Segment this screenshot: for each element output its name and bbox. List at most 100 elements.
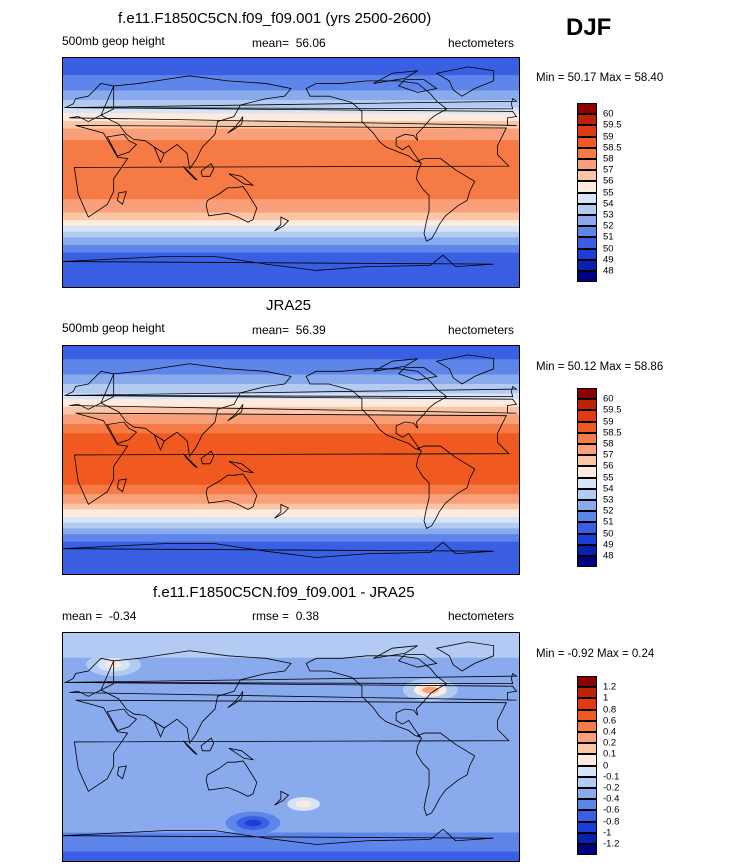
coastline (106, 708, 138, 732)
field-band (63, 633, 519, 636)
field-band (63, 162, 519, 166)
field-band (63, 545, 519, 548)
field-band (63, 130, 519, 134)
colorbar-swatch (577, 455, 597, 467)
field-band (63, 682, 519, 685)
field-band (63, 239, 519, 242)
field-band (63, 229, 519, 233)
colorbar-tick-label: -1 (603, 827, 612, 839)
coastline (205, 186, 258, 223)
coastline (64, 98, 518, 110)
coastline (64, 385, 518, 398)
field-band (63, 558, 519, 562)
field-band (63, 534, 519, 537)
field-band (63, 435, 519, 438)
field-band (63, 122, 519, 126)
field-band (63, 246, 519, 250)
field-band (63, 140, 519, 143)
field-band (63, 178, 519, 181)
field-band (63, 397, 519, 400)
field-band (63, 357, 519, 360)
field-band (63, 418, 519, 421)
field-band (63, 505, 519, 509)
colorbar-tick-label: 58.5 (603, 427, 622, 439)
field-band (63, 423, 519, 427)
colorbar-swatch (577, 136, 597, 148)
field-band (63, 539, 519, 543)
panel-1-units: hectometers (448, 36, 515, 50)
field-band (63, 384, 519, 387)
field-band (63, 281, 519, 284)
field-band (63, 729, 519, 733)
coastline (183, 165, 198, 181)
field-band (63, 657, 519, 661)
field-band (63, 126, 519, 130)
map-svg (63, 633, 519, 861)
colorbar-swatch (577, 754, 597, 766)
field-band (63, 431, 519, 434)
coastline (305, 368, 448, 451)
field-band (63, 562, 519, 566)
panel-2-minmax: Min = 50.12 Max = 58.86 (536, 361, 664, 373)
field-band (63, 260, 519, 263)
field-band (63, 494, 519, 497)
field-band (63, 671, 519, 674)
field-band (63, 107, 519, 111)
colorbar-swatch (577, 500, 597, 512)
field-band (63, 718, 519, 721)
field-band (63, 716, 519, 720)
field-band (63, 547, 519, 550)
colorbar-swatch (577, 259, 597, 271)
field-band (63, 283, 519, 286)
panel-1-mean-value: 56.06 (295, 36, 326, 50)
coastline (373, 70, 418, 84)
colorbar-tick-label: 59.5 (603, 119, 622, 131)
field-band (63, 792, 519, 796)
coastline (200, 162, 215, 177)
field-band (63, 117, 519, 120)
field-band (63, 353, 519, 357)
field-band (63, 159, 519, 162)
field-band (63, 471, 519, 474)
field-band (63, 120, 519, 124)
field-band (63, 460, 519, 463)
coastline (435, 66, 495, 97)
field-band (63, 640, 519, 644)
field-band (63, 61, 519, 65)
field-band (63, 515, 519, 518)
colorbar-tick-label: 55 (603, 472, 614, 484)
coastline (205, 760, 258, 797)
field-band (63, 821, 519, 824)
colorbar-tick-label: 48 (603, 550, 614, 562)
field-band (63, 676, 519, 680)
coastline (227, 116, 244, 134)
field-band (63, 264, 519, 267)
field-band (63, 395, 519, 398)
field-band (63, 172, 519, 176)
field-band (63, 103, 519, 107)
colorbar-tick-label: 53 (603, 494, 614, 506)
coastline (435, 354, 495, 385)
coastline (63, 254, 494, 271)
colorbar-tick-label: -0.4 (603, 793, 620, 805)
colorbar-tick-label: -0.2 (603, 782, 620, 794)
colorbar-swatch (577, 271, 597, 283)
field-band (63, 65, 519, 69)
field-band (63, 684, 519, 687)
field-band (63, 667, 519, 670)
field-band (63, 67, 519, 71)
coastline (397, 367, 438, 381)
field-band (63, 96, 519, 99)
coastline (73, 412, 510, 505)
field-band (63, 653, 519, 657)
colorbar-swatch (577, 788, 597, 800)
field-band (63, 389, 519, 393)
field-band (63, 458, 519, 461)
colorbar-tick-label: 59 (603, 416, 614, 428)
field-band (63, 484, 519, 488)
field-band (63, 815, 519, 818)
coastline (106, 133, 138, 157)
panel-2-map (62, 345, 520, 575)
colorbar-swatch (577, 181, 597, 193)
field-band (63, 823, 519, 826)
